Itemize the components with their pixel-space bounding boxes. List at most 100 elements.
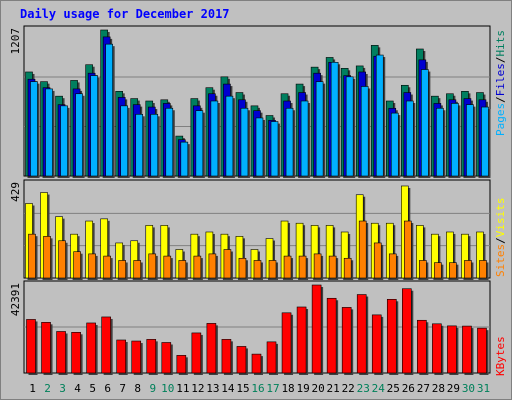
pages-bar-4 <box>75 93 83 177</box>
sites-bar-9 <box>148 253 157 279</box>
x-tick-9: 9 <box>149 382 156 395</box>
sites-bar-26 <box>404 220 412 279</box>
sites-bar-6 <box>103 255 111 279</box>
sites-bar-1 <box>28 233 36 279</box>
x-tick-14: 14 <box>221 382 235 395</box>
x-tick-3: 3 <box>59 382 66 395</box>
x-tick-26: 26 <box>402 382 415 395</box>
sites-bar-29 <box>449 262 457 279</box>
x-tick-4: 4 <box>74 382 81 395</box>
panel-3-ymax-label: 42391 <box>9 283 22 316</box>
kbytes-bar-15 <box>236 346 247 374</box>
pages-bar-14 <box>225 95 234 177</box>
kbytes-bar-14 <box>221 339 232 374</box>
pages-bar-18 <box>285 107 294 177</box>
kbytes-bar-9 <box>146 339 157 374</box>
sites-bar-21 <box>328 255 337 279</box>
x-tick-8: 8 <box>134 382 141 395</box>
kbytes-bar-16 <box>251 353 262 374</box>
kbytes-bar-21 <box>326 297 337 374</box>
panel-2-ymax-label: 429 <box>9 182 22 202</box>
x-tick-6: 6 <box>104 382 111 395</box>
pages-bar-28 <box>436 107 444 177</box>
x-tick-5: 5 <box>89 382 96 395</box>
pages-bar-24 <box>375 54 384 177</box>
x-tick-2: 2 <box>44 382 51 395</box>
kbytes-bar-22 <box>341 307 352 374</box>
x-tick-19: 19 <box>296 382 309 395</box>
kbytes-bar-20 <box>311 284 322 374</box>
legend-hits-hits: Hits <box>494 30 507 57</box>
x-tick-11: 11 <box>176 382 189 395</box>
x-tick-31: 31 <box>477 382 490 395</box>
x-tick-15: 15 <box>236 382 249 395</box>
pages-bar-23 <box>360 86 369 177</box>
x-tick-13: 13 <box>206 382 219 395</box>
sites-bar-23 <box>358 220 367 279</box>
sites-bar-2 <box>43 236 51 279</box>
x-tick-20: 20 <box>312 382 325 395</box>
kbytes-bar-31 <box>477 327 487 374</box>
x-tick-29: 29 <box>447 382 460 395</box>
sites-bar-20 <box>313 253 322 279</box>
pages-bar-29 <box>451 103 459 177</box>
pages-bar-16 <box>255 117 264 177</box>
kbytes-bar-12 <box>191 332 202 374</box>
x-tick-7: 7 <box>119 382 126 395</box>
pages-bar-20 <box>315 81 324 177</box>
sites-bar-19 <box>298 255 307 279</box>
kbytes-bar-6 <box>101 316 111 374</box>
legend-kbytes-kbytes: KBytes <box>494 336 507 376</box>
kbytes-bar-8 <box>131 340 142 374</box>
kbytes-bar-4 <box>71 332 81 374</box>
kbytes-bar-2 <box>41 322 51 374</box>
legend-visits-separator-1: / <box>494 237 507 244</box>
legend-kbytes: KBytes <box>494 336 507 376</box>
kbytes-bar-18 <box>281 312 292 374</box>
sites-bar-16 <box>253 260 262 279</box>
x-tick-28: 28 <box>432 382 445 395</box>
x-tick-10: 10 <box>161 382 174 395</box>
kbytes-bar-25 <box>386 299 397 374</box>
sites-bar-25 <box>388 253 397 279</box>
kbytes-bar-26 <box>402 288 412 374</box>
kbytes-bar-28 <box>432 323 442 374</box>
sites-bar-10 <box>163 255 172 279</box>
pages-bar-2 <box>45 88 53 177</box>
sites-bar-11 <box>178 260 187 279</box>
pages-bar-13 <box>210 100 219 177</box>
legend-visits-sites: Sites <box>494 244 507 277</box>
x-tick-22: 22 <box>342 382 355 395</box>
sites-bar-8 <box>133 260 142 279</box>
pages-bar-1 <box>30 81 38 177</box>
pages-bar-6 <box>105 43 113 177</box>
kbytes-bar-27 <box>417 319 427 374</box>
x-tick-1: 1 <box>29 382 36 395</box>
sites-bar-4 <box>73 251 81 279</box>
kbytes-bar-11 <box>176 355 187 374</box>
sites-bar-13 <box>208 253 217 279</box>
kbytes-bar-1 <box>26 319 36 374</box>
sites-bar-17 <box>268 260 277 279</box>
sites-bar-24 <box>373 242 382 279</box>
legend-hits-files: Files <box>494 63 507 96</box>
chart-title: Daily usage for December 2017 <box>20 7 230 21</box>
sites-bar-31 <box>479 260 487 279</box>
pages-bar-21 <box>330 61 339 177</box>
pages-bar-5 <box>90 75 98 177</box>
sites-bar-14 <box>223 249 232 279</box>
kbytes-bar-29 <box>447 325 457 374</box>
pages-bar-3 <box>60 105 68 177</box>
legend-visits: Sites/Visits <box>494 198 507 278</box>
x-tick-25: 25 <box>387 382 400 395</box>
legend-hits: Pages/Files/Hits <box>494 30 507 136</box>
pages-bar-9 <box>150 114 159 177</box>
sites-bar-5 <box>88 253 96 279</box>
pages-bar-19 <box>300 100 309 177</box>
sites-bar-3 <box>58 240 66 279</box>
sites-bar-12 <box>193 255 202 279</box>
x-tick-21: 21 <box>327 382 340 395</box>
x-tick-12: 12 <box>191 382 204 395</box>
pages-bar-15 <box>240 107 249 177</box>
kbytes-bar-13 <box>206 323 217 374</box>
